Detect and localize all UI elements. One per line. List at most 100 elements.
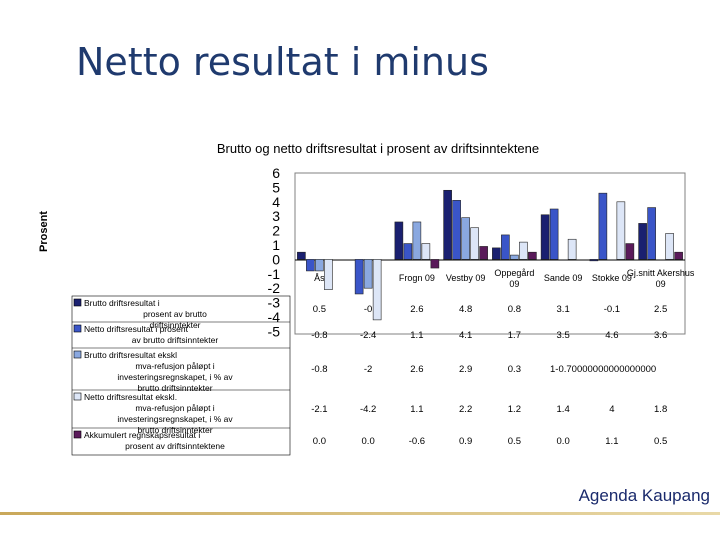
table-cell: 0.0 [362, 436, 375, 447]
bar [501, 234, 510, 260]
table-cell: 1.1 [410, 330, 423, 341]
y-tick-label: 6 [272, 165, 280, 181]
bar [549, 208, 559, 260]
y-tick-label: 1 [272, 237, 280, 253]
table-cell: -0.6 [409, 436, 425, 447]
table-cell: 1.2 [508, 404, 521, 415]
bar [625, 243, 635, 260]
table-cell: 1.7 [508, 330, 521, 341]
table-cell: -0.1 [604, 304, 620, 315]
bar [421, 243, 431, 260]
bar [363, 259, 373, 289]
bar [297, 251, 306, 260]
legend-label: prosent av brutto [143, 309, 207, 319]
bar [616, 201, 626, 260]
table-cell: -0.8 [311, 364, 327, 375]
bar [598, 192, 608, 260]
table-cell: 0.0 [557, 436, 570, 447]
bar [430, 259, 440, 269]
legend-label: driftsinntekter [149, 320, 200, 330]
bar [306, 259, 315, 272]
legend-swatch [73, 298, 82, 307]
table-cell: 3.1 [557, 304, 570, 315]
bar [461, 217, 470, 260]
table-cell: 4.6 [605, 330, 618, 341]
bar [528, 251, 537, 260]
category-label: Oppegård [494, 268, 534, 278]
bar [394, 221, 404, 260]
category-label: Gj.snitt Akershus [627, 268, 695, 278]
y-tick-label: -1 [268, 266, 281, 282]
bar [324, 259, 333, 290]
legend-label: Netto driftsresultat i prosent [84, 324, 189, 334]
bar [412, 221, 422, 260]
legend-label: Brutto driftsresultat ekskl [84, 350, 177, 360]
table-cell: 4.1 [459, 330, 472, 341]
bar [510, 254, 519, 260]
table-cell: 1-0.70000000000000000 [550, 364, 656, 375]
table-cell: 2.2 [459, 404, 472, 415]
legend-label: av brutto driftsinntekter [132, 335, 219, 345]
bar [452, 200, 461, 260]
category-label: 09 [509, 279, 519, 289]
bar [403, 243, 413, 260]
legend-label: brutto driftsinntekter [137, 383, 212, 393]
bar [647, 207, 656, 260]
y-tick-label: -2 [268, 280, 281, 296]
legend-swatch [73, 430, 82, 439]
legend-swatch [73, 324, 82, 333]
table-cell: -4.2 [360, 404, 376, 415]
table-cell: 0.8 [508, 304, 521, 315]
y-tick-label: 3 [272, 208, 280, 224]
table-cell: -0 [364, 304, 372, 315]
legend-label: Brutto driftsresultat i [84, 298, 160, 308]
y-tick-label: 4 [272, 194, 280, 210]
table-cell: 3.5 [557, 330, 570, 341]
table-cell: -0.8 [311, 330, 327, 341]
y-tick-label: -4 [268, 309, 281, 325]
bar [315, 259, 324, 272]
table-cell: 2.5 [654, 304, 667, 315]
bar [492, 247, 501, 260]
table-cell: 2.6 [410, 364, 423, 375]
legend-label: brutto driftsinntekter [137, 425, 212, 435]
footer-rule [0, 512, 720, 515]
legend-label: Netto driftsresultat ekskl. [84, 392, 177, 402]
bar [470, 227, 479, 260]
legend-swatch [73, 350, 82, 359]
bars [297, 189, 683, 321]
chart-title: Brutto og netto driftsresultat i prosent… [216, 141, 540, 156]
bar [479, 246, 488, 260]
y-tick-label: 2 [272, 223, 280, 239]
bar [638, 223, 647, 260]
bar [567, 238, 577, 260]
y-tick-label: -5 [268, 323, 281, 339]
bar [665, 233, 674, 260]
table-cell: 1.1 [410, 404, 423, 415]
category-label: 09 [656, 279, 666, 289]
category-label: Frogn 09 [399, 273, 435, 283]
table-cell: -2.1 [311, 404, 327, 415]
table-cell: -2.4 [360, 330, 376, 341]
table-cell: 3.6 [654, 330, 667, 341]
bar [589, 259, 599, 262]
bar [674, 251, 683, 260]
legend-label: prosent av driftsinntektene [125, 441, 225, 451]
table-cell: 0.9 [459, 436, 472, 447]
y-tick-label: 5 [272, 179, 280, 195]
slide-title: Netto resultat i minus [76, 40, 489, 84]
table-cell: -2 [364, 364, 372, 375]
table-cell: 0.0 [313, 436, 326, 447]
bar [372, 259, 382, 321]
table-cell: 0.5 [508, 436, 521, 447]
legend-label: investeringsregnskapet, i % av [117, 372, 233, 382]
bar [443, 189, 452, 260]
table-cell: 0.3 [508, 364, 521, 375]
category-label: Sande 09 [544, 273, 583, 283]
legend-swatch [73, 392, 82, 401]
table-cell: 4 [609, 404, 614, 415]
